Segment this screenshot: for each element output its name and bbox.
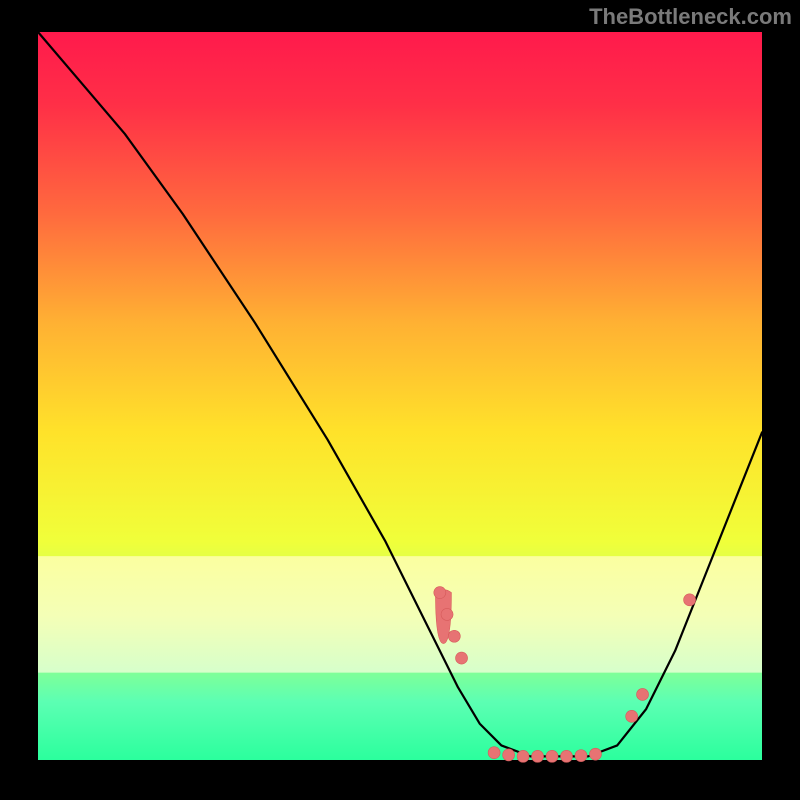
data-marker (575, 750, 587, 762)
bottleneck-curve-chart (0, 0, 800, 800)
data-marker (488, 747, 500, 759)
data-marker (684, 594, 696, 606)
data-marker (637, 688, 649, 700)
watermark-label: TheBottleneck.com (589, 4, 792, 30)
pale-band (38, 556, 762, 672)
data-marker (441, 608, 453, 620)
data-marker (503, 749, 515, 761)
data-marker (626, 710, 638, 722)
data-marker (561, 750, 573, 762)
data-marker (434, 587, 446, 599)
data-marker (546, 750, 558, 762)
data-marker (517, 750, 529, 762)
data-marker (456, 652, 468, 664)
data-marker (448, 630, 460, 642)
data-marker (532, 750, 544, 762)
chart-container: TheBottleneck.com (0, 0, 800, 800)
data-marker (589, 748, 601, 760)
